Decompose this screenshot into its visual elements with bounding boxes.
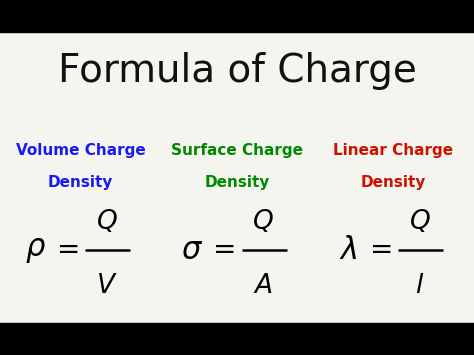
Text: $\sigma$: $\sigma$ [181, 236, 203, 265]
Text: $l$: $l$ [415, 273, 424, 299]
Bar [0, 323, 474, 355]
Text: Linear Charge: Linear Charge [333, 143, 454, 158]
Text: $V$: $V$ [96, 273, 118, 299]
Text: $\lambda$: $\lambda$ [339, 236, 357, 265]
Text: Density: Density [48, 175, 113, 190]
Text: Surface Charge: Surface Charge [171, 143, 303, 158]
Text: Formula of Charge: Formula of Charge [57, 52, 417, 90]
Text: $A$: $A$ [253, 273, 273, 299]
Bar [0, 0, 474, 32]
Text: =: = [370, 236, 393, 264]
Text: =: = [57, 236, 81, 264]
Text: Density: Density [204, 175, 270, 190]
Text: $\rho$: $\rho$ [25, 236, 46, 265]
Text: Density: Density [361, 175, 426, 190]
Text: $Q$: $Q$ [96, 208, 118, 235]
Text: =: = [213, 236, 237, 264]
Text: $Q$: $Q$ [409, 208, 430, 235]
Text: Volume Charge: Volume Charge [16, 143, 146, 158]
Text: $Q$: $Q$ [252, 208, 274, 235]
